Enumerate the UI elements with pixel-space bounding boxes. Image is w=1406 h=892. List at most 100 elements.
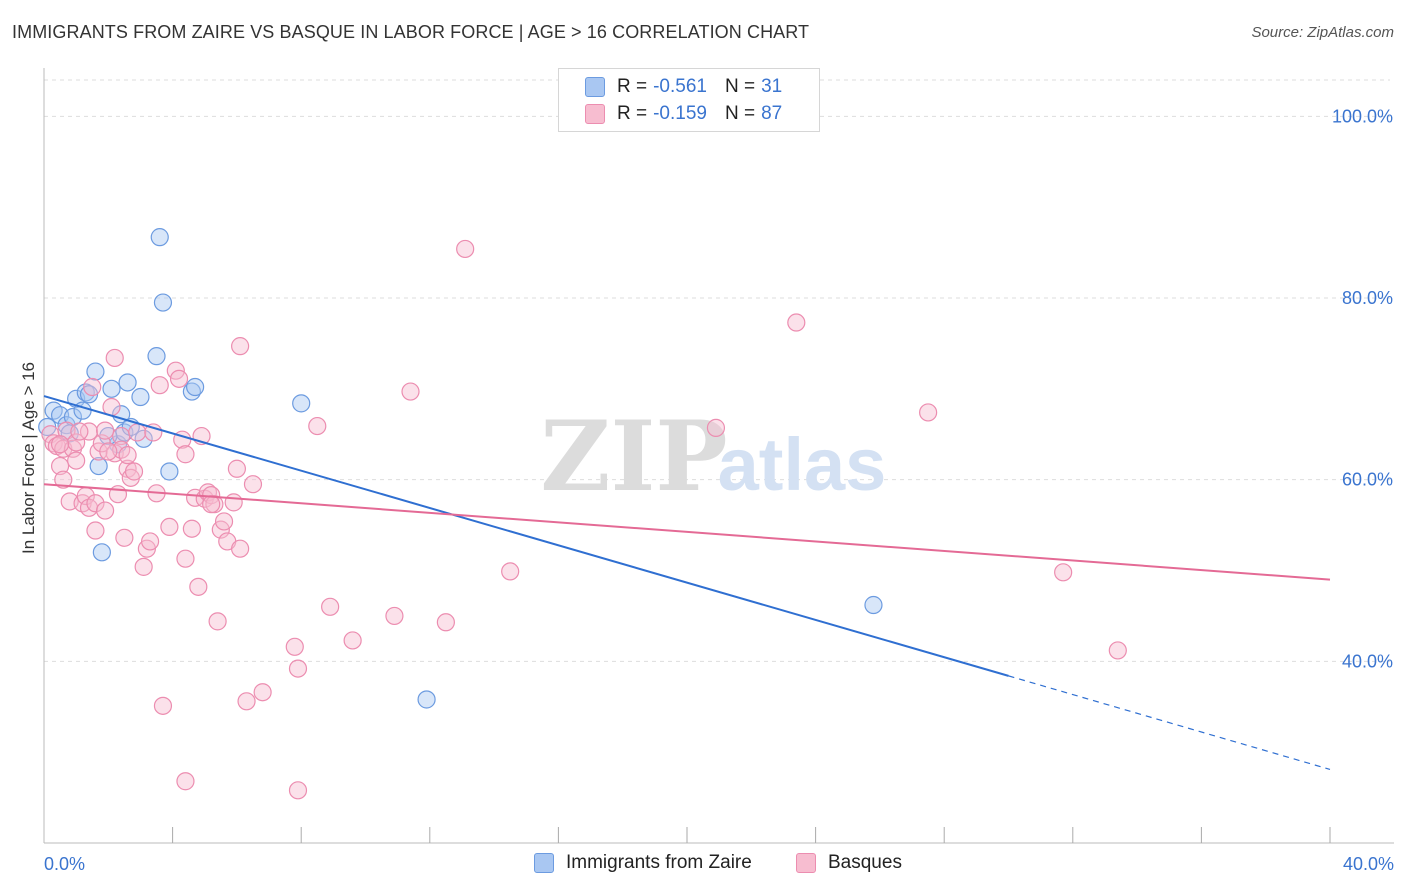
legend-row-zaire: R = -0.561 N = 31 [585,76,782,98]
bottom-legend-zaire: Immigrants from Zaire [534,852,752,874]
bottom-legend-swatch-pink [796,853,816,873]
basques-point [231,337,250,356]
basques-point [67,433,86,452]
x-tick-label: 0.0% [44,854,85,874]
basques-point [253,683,272,702]
basques-point [321,597,340,616]
grid-layer [44,79,1390,662]
basques-point [115,528,134,547]
basques-point [50,456,70,476]
basques-point [95,421,115,440]
zaire-point [118,373,137,392]
basques-point [153,696,173,715]
basques-point [288,659,308,678]
legend-swatch-pink [585,104,605,124]
basques-point [54,470,73,489]
chart-title: IMMIGRANTS FROM ZAIRE VS BASQUE IN LABOR… [12,22,810,42]
basques-point [44,434,63,453]
points-layer [38,228,1127,800]
basques-point [308,416,327,436]
watermark-atlas: atlas [718,423,887,506]
zaire-point [150,228,169,247]
basques-point [95,501,115,520]
legend-n-label: N = [724,76,756,97]
y-tick-label: 80.0% [1342,288,1393,308]
correlation-legend: R = -0.561 N = 31 R = -0.159 N = 87 [558,68,820,132]
basques-point [70,422,89,441]
basques-point [1054,563,1073,582]
legend-row-basques: R = -0.159 N = 87 [585,103,782,125]
basques-point [214,512,234,531]
zaire-point [86,362,105,381]
zaire-point [186,377,205,397]
y-axis-title: In Labor Force | Age > 16 [19,362,38,554]
bottom-legend-swatch-blue [534,853,554,873]
basques-point [706,418,726,437]
source-label: Source: ZipAtlas.com [1251,24,1394,41]
basques-point [105,348,124,368]
basques-point [1108,641,1127,660]
basques-point [227,459,246,478]
basques-point [285,637,304,656]
basques-point [288,781,308,800]
y-tick-label: 60.0% [1342,470,1393,490]
basques-point [787,313,806,332]
zaire-trend-extension [1008,675,1331,771]
basques-point [150,376,169,395]
basques-point [208,612,227,631]
basques-point [501,562,520,581]
basques-point [919,403,938,422]
basques-point [243,475,263,494]
basques-point [169,369,189,388]
x-tick-label: 40.0% [1343,854,1394,874]
basques-point [176,772,195,791]
axes-layer: 100.0% 80.0% 60.0% 40.0% 0.0% 40.0% [43,68,1394,874]
basques-point [176,445,195,464]
zaire-point [112,405,131,424]
basques-point [79,422,99,441]
basques-point [224,493,243,512]
legend-swatch-blue [585,77,605,97]
legend-r-label: R = [617,76,648,97]
legend-n-value: 31 [761,76,783,97]
basques-point [83,377,102,397]
watermark: ZIP atlas [540,400,886,513]
legend-n-value: 87 [761,103,783,124]
basques-point [50,435,70,454]
basques-point [202,495,221,514]
legend-r-label: R = [617,103,648,124]
trend-layer [43,395,1331,771]
bottom-legend-label-basques: Basques [828,852,902,873]
basques-point [134,557,153,576]
basques-point [176,549,195,568]
basques-point [124,462,144,481]
basques-point [67,451,86,470]
legend-r-value: -0.561 [653,76,707,97]
basques-point [86,521,105,540]
zaire-point [147,347,166,366]
zaire-point [102,379,121,398]
zaire-point [153,293,173,312]
basques-point [182,519,201,538]
basques-point [456,239,475,259]
zaire-point [864,595,883,615]
basques-point [436,613,455,632]
basques-point [140,532,160,551]
zaire-point [92,543,111,562]
basques-trend-line [43,483,1331,581]
basques-point [99,442,118,461]
zaire-point [417,690,436,709]
basques-point [118,446,137,465]
y-tick-label: 40.0% [1342,651,1393,671]
watermark-zip: ZIP [540,400,727,513]
basques-point [237,692,256,711]
zaire-point [99,426,118,446]
basques-point [86,494,105,513]
legend-r-value: -0.159 [653,103,707,124]
zaire-point [89,456,108,476]
y-tick-label: 100.0% [1332,106,1393,126]
zaire-point [292,394,311,413]
zaire-point [160,462,179,481]
basques-point [189,577,208,596]
